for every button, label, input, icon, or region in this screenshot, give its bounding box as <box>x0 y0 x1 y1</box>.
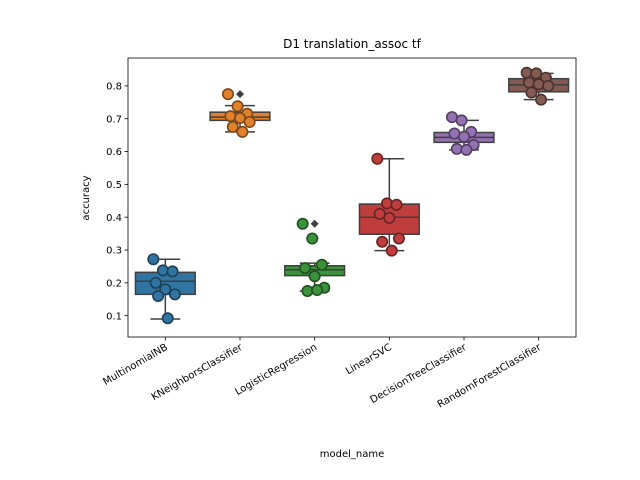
box-group-0 <box>134 253 196 325</box>
plot-frame <box>127 57 577 338</box>
data-point <box>530 67 543 80</box>
y-tick-label: 0.4 <box>106 213 122 224</box>
box-group-5 <box>508 66 570 106</box>
data-point <box>535 93 548 106</box>
data-point <box>523 76 536 89</box>
box-group-2 <box>284 217 346 298</box>
y-axis: 0.1 0.2 0.3 0.4 0.5 0.6 0.7 0.8 <box>106 82 128 322</box>
data-point <box>224 110 237 123</box>
data-point <box>152 289 165 302</box>
data-point <box>243 116 256 129</box>
data-point <box>226 120 239 133</box>
data-point <box>380 197 393 210</box>
data-point <box>159 283 172 296</box>
data-point <box>457 130 470 143</box>
y-axis-label: accuracy <box>81 175 92 220</box>
data-point <box>390 198 403 211</box>
outlier-marker <box>310 219 319 228</box>
box-group-4 <box>433 111 495 156</box>
data-point <box>222 88 235 101</box>
data-point <box>156 264 169 277</box>
data-point <box>371 152 384 165</box>
data-point <box>392 232 405 245</box>
data-point <box>385 244 398 257</box>
chart-title: D1 translation_assoc tf <box>283 37 422 51</box>
data-point <box>301 285 314 298</box>
y-tick-label: 0.8 <box>106 82 122 93</box>
x-tick-label: MultinomialNB <box>101 342 170 388</box>
data-point <box>450 142 463 155</box>
x-axis: MultinomialNBKNeighborsClassifierLogisti… <box>101 337 544 410</box>
data-point <box>525 86 538 99</box>
data-point <box>455 114 468 127</box>
box-group-1 <box>209 88 271 138</box>
data-point <box>166 265 179 278</box>
data-point <box>299 262 312 275</box>
data-point <box>306 232 319 245</box>
data-point <box>296 217 309 230</box>
data-point <box>147 253 160 266</box>
x-tick-label: LogisticRegression <box>233 342 319 398</box>
data-point <box>161 312 174 325</box>
y-tick-label: 0.1 <box>106 311 122 322</box>
plot-area <box>127 57 577 338</box>
outlier-marker <box>236 90 244 99</box>
data-point <box>383 211 396 224</box>
box-group-3 <box>358 152 420 257</box>
data-point <box>315 258 328 271</box>
data-point <box>460 143 473 156</box>
data-point <box>231 100 244 113</box>
x-axis-label: model_name <box>320 449 385 460</box>
y-tick-label: 0.2 <box>106 278 122 289</box>
data-point <box>168 288 181 301</box>
data-point <box>149 276 162 289</box>
y-tick-label: 0.3 <box>106 246 122 257</box>
data-point <box>311 284 324 297</box>
data-point <box>542 79 555 92</box>
data-point <box>376 235 389 248</box>
y-tick-label: 0.6 <box>106 147 122 158</box>
y-tick-label: 0.7 <box>106 114 122 125</box>
x-tick-label: LinearSVC <box>344 342 394 377</box>
y-tick-label: 0.5 <box>106 180 122 191</box>
data-point <box>308 270 321 283</box>
data-point <box>236 125 249 138</box>
